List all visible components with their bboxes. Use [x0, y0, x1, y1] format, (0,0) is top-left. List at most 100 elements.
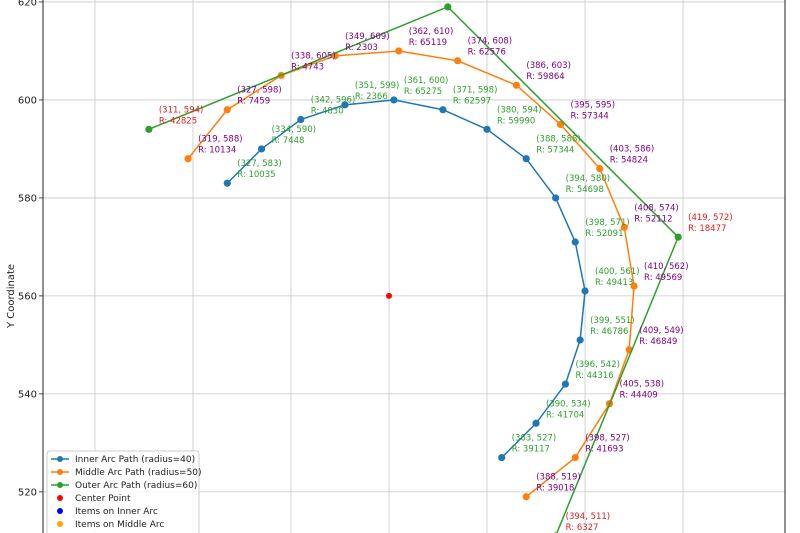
data-point — [184, 155, 192, 163]
data-point — [498, 453, 506, 462]
legend-entry: Items on Inner Arc — [75, 507, 158, 517]
point-label: (327, 583) — [237, 159, 281, 169]
data-point — [674, 233, 682, 241]
point-r-value: R: 7448 — [272, 136, 305, 146]
legend-marker — [57, 469, 63, 475]
legend: Inner Arc Path (radius=40) Middle Arc Pat… — [46, 450, 202, 533]
data-point — [145, 125, 153, 133]
point-r-value: R: 42825 — [159, 116, 197, 126]
point-r-value: R: 59864 — [526, 72, 564, 82]
point-label: (408, 574) — [634, 203, 678, 213]
series-layer — [145, 3, 682, 533]
point-label: (388, 519) — [536, 473, 580, 483]
point-label: (311, 594) — [159, 105, 203, 115]
point-label: (374, 608) — [468, 37, 512, 47]
legend-marker — [57, 495, 63, 501]
point-r-value: R: 54824 — [610, 156, 648, 166]
legend-entry: Outer Arc Path (radius=60) — [75, 481, 197, 491]
legend-marker — [57, 521, 63, 527]
point-r-value: R: 2366 — [355, 92, 388, 102]
point-r-value: R: 4830 — [311, 107, 344, 117]
point-r-value: R: 62576 — [468, 48, 506, 58]
point-r-value: R: 44409 — [620, 391, 658, 401]
point-label: (349, 609) — [345, 32, 389, 42]
point-label: (394, 511) — [566, 512, 610, 522]
point-label: (388, 588) — [536, 135, 580, 145]
data-point — [257, 145, 266, 153]
annotation-layer: (327, 583)R: 10035 (334, 590)R: 7448 (342,… — [159, 27, 733, 533]
point-label: (383, 527) — [512, 434, 556, 444]
point-r-value: R: 2303 — [345, 43, 378, 53]
data-point — [223, 179, 231, 187]
point-r-value: R: 52091 — [585, 229, 623, 239]
point-r-value: R: 41704 — [546, 410, 584, 420]
data-point — [561, 380, 570, 388]
point-label: (405, 538) — [620, 380, 664, 390]
point-label: (403, 586) — [610, 145, 654, 155]
point-r-value: R: 4743 — [291, 62, 324, 72]
legend-entry: Middle Arc Path (radius=50) — [75, 468, 202, 478]
point-r-value: R: 10035 — [237, 170, 275, 180]
point-r-value: R: 65119 — [409, 38, 447, 48]
point-r-value: R: 41693 — [585, 445, 623, 455]
y-axis-label: Y Coordinate — [6, 264, 17, 329]
point-r-value: R: 39117 — [512, 445, 550, 455]
point-label: (327, 598) — [237, 86, 281, 96]
point-r-value: R: 46849 — [639, 337, 677, 347]
point-label: (386, 603) — [526, 61, 570, 71]
legend-marker — [57, 482, 63, 488]
legend-marker — [57, 508, 63, 514]
point-label: (398, 571) — [585, 218, 629, 228]
point-label: (395, 595) — [571, 100, 615, 110]
point-r-value: R: 49413 — [595, 278, 633, 288]
point-r-value: R: 62597 — [453, 97, 491, 107]
point-r-value: R: 65275 — [404, 87, 442, 97]
data-point — [571, 238, 579, 246]
data-point — [556, 120, 565, 129]
y-tick-label: 540 — [18, 389, 37, 400]
y-tick-label: 620 — [18, 0, 37, 8]
point-label: (419, 572) — [688, 213, 732, 223]
point-label: (398, 527) — [585, 434, 629, 444]
legend-entry: Inner Arc Path (radius=40) — [75, 455, 195, 465]
data-point — [444, 3, 452, 11]
series-line — [226, 99, 586, 459]
point-label: (338, 605) — [291, 51, 335, 61]
data-point — [512, 81, 521, 89]
point-label: (390, 534) — [546, 399, 590, 409]
series-line — [187, 50, 635, 498]
data-point — [532, 419, 540, 427]
point-r-value: R: 57344 — [571, 111, 609, 121]
data-point — [571, 453, 579, 462]
point-label: (362, 610) — [409, 27, 453, 37]
y-tick-label: 560 — [18, 291, 37, 302]
legend-marker — [57, 456, 63, 462]
point-label: (410, 562) — [644, 262, 688, 272]
point-label: (400, 561) — [595, 267, 639, 277]
data-point — [630, 282, 638, 290]
point-r-value: R: 49569 — [644, 273, 682, 283]
point-r-value: R: 6327 — [566, 523, 599, 533]
point-label: (399, 551) — [590, 316, 634, 326]
data-point — [439, 106, 447, 114]
y-tick-label: 580 — [18, 193, 37, 204]
y-tick-label: 520 — [18, 487, 37, 498]
point-r-value: R: 59990 — [497, 116, 535, 126]
point-r-value: R: 39018 — [536, 484, 574, 494]
data-point — [223, 106, 231, 114]
data-point — [552, 194, 560, 202]
point-label: (380, 594) — [497, 105, 541, 115]
y-tick-label: 600 — [18, 95, 37, 106]
point-r-value: R: 44316 — [575, 371, 613, 381]
point-r-value: R: 18477 — [688, 224, 726, 234]
series-line — [148, 5, 680, 533]
data-point — [390, 96, 398, 104]
data-point — [483, 125, 491, 133]
legend-box — [46, 450, 200, 533]
data-point — [297, 115, 305, 124]
data-point — [596, 164, 604, 173]
point-label: (396, 542) — [575, 360, 619, 370]
grid — [43, 0, 785, 533]
point-label: (334, 590) — [272, 125, 316, 135]
point-label: (409, 549) — [639, 326, 683, 336]
